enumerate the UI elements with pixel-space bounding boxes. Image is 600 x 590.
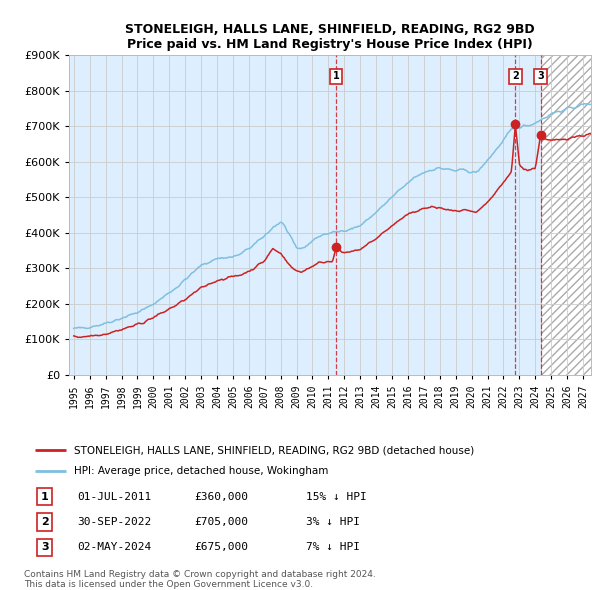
Text: 01-JUL-2011: 01-JUL-2011 <box>77 492 151 502</box>
Text: 1: 1 <box>333 71 340 81</box>
Bar <box>541 55 594 375</box>
Text: STONELEIGH, HALLS LANE, SHINFIELD, READING, RG2 9BD (detached house): STONELEIGH, HALLS LANE, SHINFIELD, READI… <box>74 445 475 455</box>
Text: 2: 2 <box>41 517 49 527</box>
Text: 2: 2 <box>512 71 519 81</box>
Text: 1: 1 <box>41 492 49 502</box>
Text: 15% ↓ HPI: 15% ↓ HPI <box>306 492 367 502</box>
Text: 02-MAY-2024: 02-MAY-2024 <box>77 542 151 552</box>
Bar <box>541 55 594 375</box>
Title: STONELEIGH, HALLS LANE, SHINFIELD, READING, RG2 9BD
Price paid vs. HM Land Regis: STONELEIGH, HALLS LANE, SHINFIELD, READI… <box>125 23 535 51</box>
Text: HPI: Average price, detached house, Wokingham: HPI: Average price, detached house, Woki… <box>74 466 329 476</box>
Text: Contains HM Land Registry data © Crown copyright and database right 2024.
This d: Contains HM Land Registry data © Crown c… <box>24 570 376 589</box>
Text: 7% ↓ HPI: 7% ↓ HPI <box>306 542 360 552</box>
Text: 3: 3 <box>537 71 544 81</box>
Text: £675,000: £675,000 <box>194 542 248 552</box>
Text: 30-SEP-2022: 30-SEP-2022 <box>77 517 151 527</box>
Text: £705,000: £705,000 <box>194 517 248 527</box>
Text: 3: 3 <box>41 542 49 552</box>
Text: £360,000: £360,000 <box>194 492 248 502</box>
Text: 3% ↓ HPI: 3% ↓ HPI <box>306 517 360 527</box>
